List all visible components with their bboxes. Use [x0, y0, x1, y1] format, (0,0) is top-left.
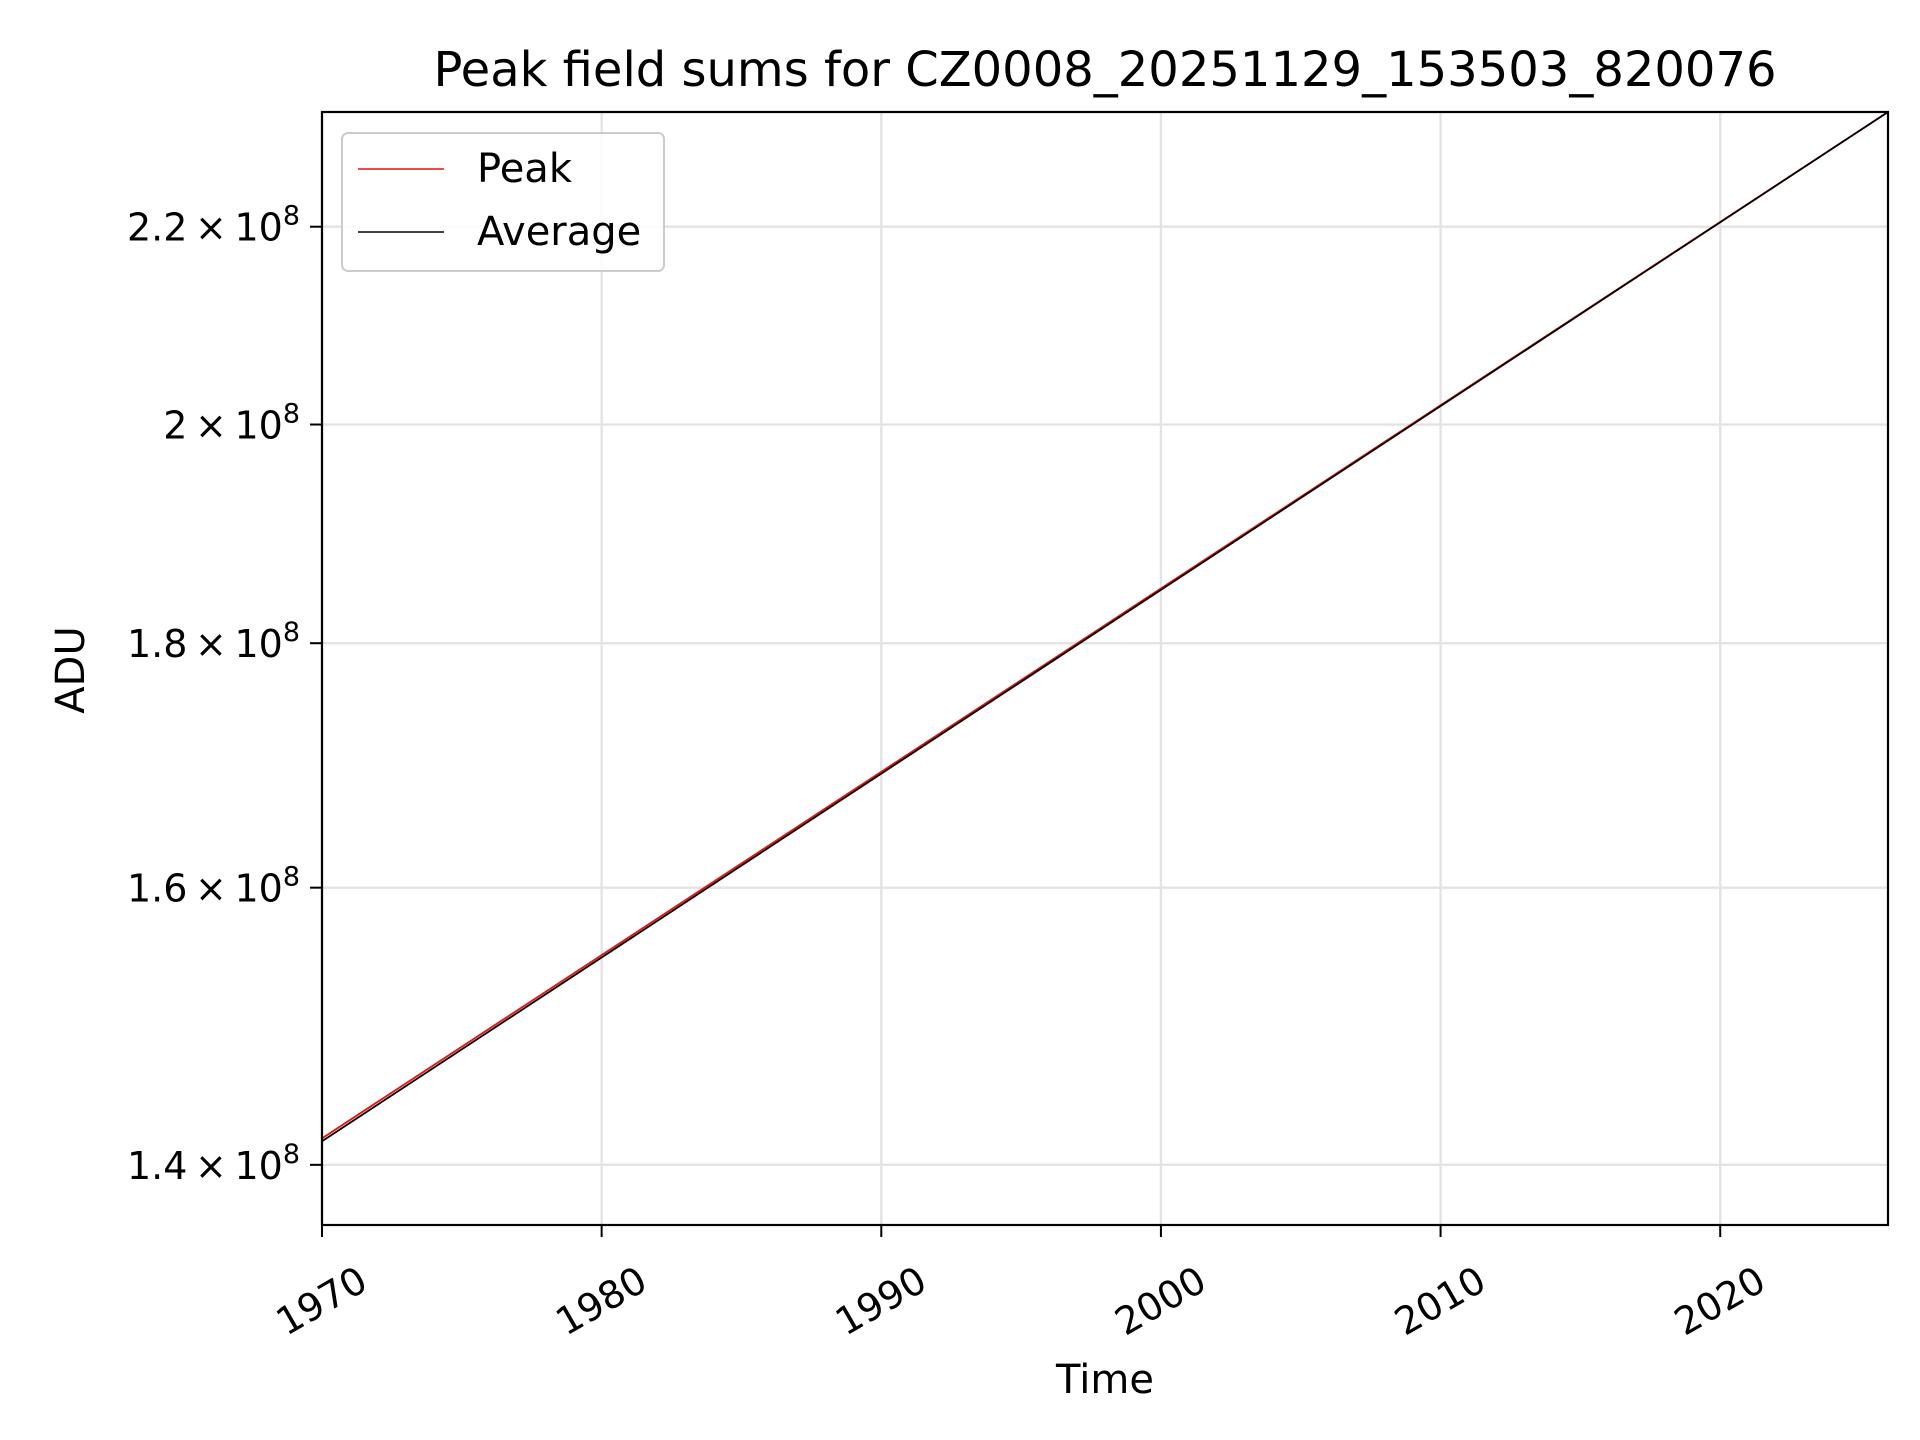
legend: Peak Average: [341, 132, 665, 272]
y-tick-label: 2.2 × 108: [127, 201, 300, 250]
series-line-average: [321, 111, 1889, 1143]
y-axis-ticks: 1.4 × 108 1.6 × 108 1.8 × 108 2 × 108 2.2 × …: [127, 201, 322, 1188]
legend-label-peak: Peak: [477, 146, 573, 192]
y-tick-label: 1.4 × 108: [127, 1139, 300, 1188]
y-tick-label: 2 × 108: [163, 399, 300, 448]
x-axis-label: Time: [1055, 1357, 1154, 1403]
y-tick-label: 1.8 × 108: [127, 617, 300, 666]
y-axis-label: ADU: [48, 626, 94, 713]
grid: [320, 112, 1888, 1225]
legend-box: [341, 132, 665, 272]
legend-label-average: Average: [477, 209, 641, 255]
y-tick-label: 1.6 × 108: [127, 862, 300, 911]
plot-frame: [320, 110, 1890, 1227]
chart-title: Peak field sums for CZ0008_20251129_1535…: [433, 42, 1776, 98]
series-lines: [321, 111, 1889, 1143]
